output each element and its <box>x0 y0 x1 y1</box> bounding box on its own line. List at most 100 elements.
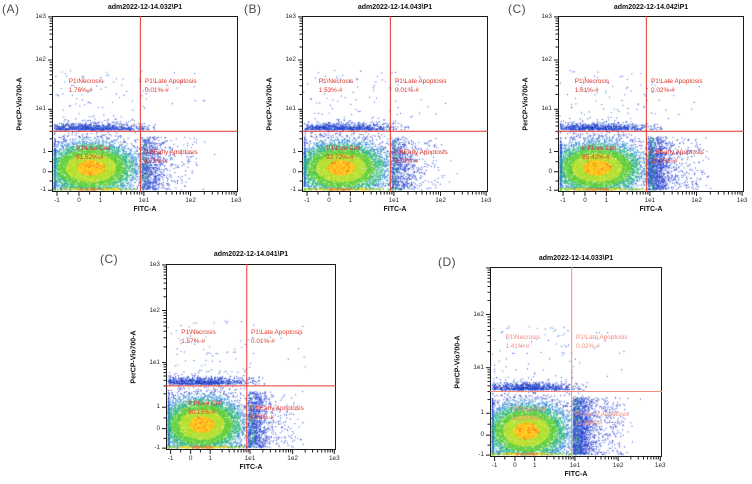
gate-percent: 15.93%-# <box>575 419 603 427</box>
x-tick-label: 0 <box>583 197 587 204</box>
y-tick-label: 1e2 <box>285 56 296 63</box>
plot-title: adm2022-12-14.032\P1 <box>107 4 183 11</box>
x-tick-label: 1e2 <box>691 197 702 204</box>
y-tick-label: 1e2 <box>473 310 484 318</box>
density-scatter <box>303 17 487 191</box>
density-scatter <box>53 17 237 191</box>
gate-percent: 92.72%-# <box>326 153 354 161</box>
x-tick-label: -1 <box>54 197 60 204</box>
gate-percent: 0.02%-# <box>651 86 675 94</box>
x-tick-label: -1 <box>560 197 566 204</box>
flow-cytometry-panel-A: (A) adm2022-12-14.032\P1 P1\Necrosis 1.76%-… <box>0 0 250 230</box>
gate-label-necrosis: P1\Necrosis 1.57%-# <box>181 328 215 346</box>
gate-percent: 0.01%-# <box>251 338 275 346</box>
x-tick-label: 1e2 <box>287 455 298 462</box>
gate-percent: 91.52%-# <box>76 153 104 161</box>
gate-name: P1\Late Apoptosis <box>651 77 703 85</box>
x-tick-label: 1e2 <box>435 197 446 204</box>
x-axis-label: FITC-A <box>133 206 157 213</box>
gate-name: P1\Live Cell <box>582 144 617 152</box>
gate-label-late-apoptosis: P1\Late Apoptosis 0.02%-# <box>576 333 628 351</box>
y-tick-label: 1e3 <box>149 260 160 268</box>
gate-label-necrosis: P1\Necrosis 1.53%-# <box>319 77 353 95</box>
x-axis-label: FITC-A <box>564 471 588 478</box>
gate-label-early-apoptosis: P1\Early Apoptosis 5.74%-# <box>394 148 448 166</box>
y-tick-label: 1e3 <box>35 12 46 20</box>
x-tick-label: 1 <box>604 197 609 204</box>
plot-title: adm2022-12-14.033\P1 <box>538 255 614 262</box>
gate-label-early-apoptosis: P1\Early Apoptosis 12.95%-# <box>650 148 704 166</box>
gate-label-necrosis: P1\Necrosis 1.41%-# <box>505 333 539 351</box>
gate-percent: 12.95%-# <box>650 158 678 165</box>
x-tick-label: 1e1 <box>388 197 400 204</box>
flow-cytometry-panel-C1: (C) adm2022-12-14.042\P1 P1\Necrosis 1.61%-… <box>500 0 752 230</box>
gate-label-necrosis: P1\Necrosis 1.61%-# <box>575 77 609 95</box>
x-tick-label: 1e2 <box>185 197 196 204</box>
gate-label-early-apoptosis: P1\Early Apoptosis 8.28%-# <box>250 404 304 422</box>
gate-percent: 1.61%-# <box>574 86 599 94</box>
x-tick-label: 1e3 <box>328 455 340 462</box>
x-axis-label: FITC-A <box>239 464 263 471</box>
y-tick-label: 1e2 <box>541 56 552 63</box>
panel-letter: (B) <box>244 2 262 16</box>
y-axis-label: PerCP-Vio700-A <box>522 77 530 131</box>
gate-name: P1\Live Cell <box>188 399 223 407</box>
y-tick-label: 1e1 <box>149 358 160 366</box>
x-tick-label: 1e1 <box>644 197 656 204</box>
gate-name: P1\Necrosis <box>68 77 104 85</box>
y-axis-label: PerCP-Vio700-A <box>16 77 24 131</box>
panel-letter: (C) <box>100 252 119 266</box>
x-tick-label: 1e2 <box>612 462 624 469</box>
plot-axes <box>48 16 238 196</box>
gate-percent: 1.76%-# <box>68 86 93 94</box>
gate-label-early-apoptosis: P1\Early Apoptosis 6.71%-# <box>144 148 198 166</box>
y-tick-label: 0 <box>548 167 552 175</box>
y-tick-label: 1e2 <box>35 56 46 63</box>
gate-label-late-apoptosis: P1\Late Apoptosis 0.01%-# <box>251 328 303 346</box>
x-tick-label: 1e3 <box>230 197 242 204</box>
gate-percent: 6.71%-# <box>144 158 168 165</box>
y-tick-label: 1e2 <box>149 306 160 314</box>
panel-letter: (A) <box>2 2 20 16</box>
gate-name: P1\Late Apoptosis <box>576 333 628 341</box>
gate-label-late-apoptosis: P1\Late Apoptosis 0.02%-# <box>651 77 703 95</box>
gate-label-live-cell: P1\Live Cell 85.42%-# <box>582 144 616 162</box>
y-tick-label: 1 <box>480 409 484 417</box>
gate-name: P1\Early Apoptosis <box>394 149 448 156</box>
y-tick-label: -1 <box>546 186 552 194</box>
density-scatter <box>491 268 661 456</box>
y-tick-label: 1e3 <box>285 12 296 20</box>
density-scatter <box>559 17 743 191</box>
gate-name: P1\Necrosis <box>574 77 610 85</box>
x-tick-label: 1e3 <box>654 462 666 469</box>
gate-percent: 85.42%-# <box>582 153 610 161</box>
y-axis-label: PerCP-Vio700-A <box>454 335 462 389</box>
gate-percent: 82.63%-# <box>512 414 540 422</box>
gate-name: P1\Early Apoptosis <box>250 404 304 412</box>
gate-label-live-cell: P1\Live Cell 90.15%-# <box>188 399 222 417</box>
gate-name: P1\Late Apoptosis <box>145 77 197 85</box>
gate-label-live-cell: P1\Live Cell 82.63%-# <box>512 405 546 423</box>
plot-title: adm2022-12-14.042\P1 <box>613 4 689 11</box>
x-tick-label: 0 <box>513 462 517 469</box>
gate-label-late-apoptosis: P1\Late Apoptosis 0.01%-# <box>395 77 447 95</box>
y-tick-label: 1 <box>42 147 46 155</box>
x-tick-label: 1e1 <box>244 455 256 462</box>
gate-label-live-cell: P1\Live Cell 92.72%-# <box>326 144 360 162</box>
y-tick-label: 0 <box>156 424 160 432</box>
y-tick-label: 1e1 <box>285 105 296 113</box>
gate-label-necrosis: P1\Necrosis 1.76%-# <box>69 77 103 95</box>
y-axis-label: PerCP-Vio700-A <box>130 330 138 384</box>
x-tick-label: 1 <box>532 462 537 469</box>
gate-percent: 1.41%-# <box>505 342 530 350</box>
y-tick-label: 1e1 <box>541 105 552 113</box>
gate-name: P1\Necrosis <box>181 329 216 337</box>
x-tick-label: 1 <box>98 197 103 204</box>
x-tick-label: 1e3 <box>736 197 748 204</box>
x-tick-label: -1 <box>491 462 498 469</box>
x-axis-label: FITC-A <box>383 206 407 213</box>
gate-name: P1\Late Apoptosis <box>395 77 447 85</box>
plot-axes <box>162 264 336 454</box>
gate-percent: 8.28%-# <box>250 413 274 421</box>
x-tick-label: 0 <box>188 455 193 462</box>
